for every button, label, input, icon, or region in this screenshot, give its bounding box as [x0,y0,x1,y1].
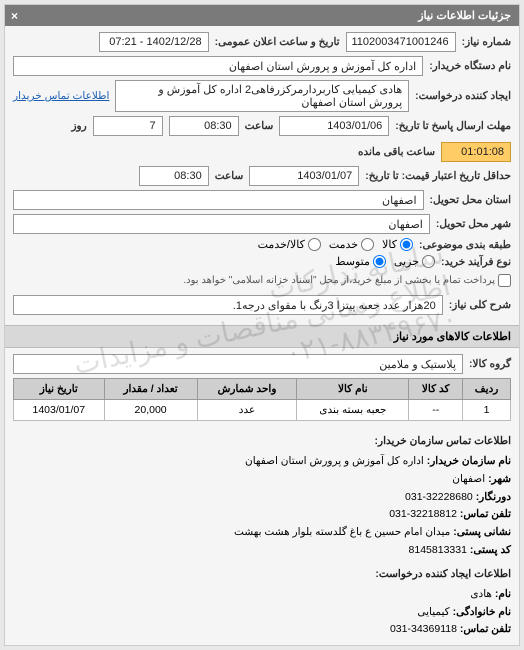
treasury-checkbox[interactable]: پرداخت تمام یا بخشی از مبلغ خرید،از محل … [183,274,511,287]
table-row: 1--جعبه بسته بندیعدد20,0001403/01/07 [14,400,511,421]
buyer-org-field: اداره کل آموزش و پرورش استان اصفهان [13,56,423,76]
purchase-type-label: نوع فرآیند خرید: [441,256,511,268]
need-number-label: شماره نیاز: [462,36,511,48]
postal-code-lbl: کد پستی: [470,544,511,556]
contact-section: اطلاعات تماس سازمان خریدار: نام سازمان خ… [5,427,519,645]
postal-addr-lbl: نشانی پستی: [453,526,511,538]
buyer-org-label: نام دستگاه خریدار: [429,60,511,72]
announce-field: 1402/12/28 - 07:21 [99,32,209,52]
phone-lbl: تلفن تماس: [460,508,511,520]
request-creator-label: ایجاد کننده درخواست: [415,90,511,102]
table-cell: 20,000 [104,400,197,421]
table-header: نام کالا [297,379,409,400]
days-remaining-field: 7 [93,116,163,136]
items-section-title: اطلاعات کالاهای مورد نیاز [5,325,519,348]
radio-goods[interactable]: کالا [382,238,413,251]
day-label: روز [71,120,86,132]
need-desc-field: 20هزار عدد جعبه پیتزا 3رنگ با مقوای درجه… [13,295,443,315]
table-header: تاریخ نیاز [14,379,105,400]
deadline-time-field: 08:30 [169,116,239,136]
treasury-checkbox-input[interactable] [498,274,511,287]
need-desc-label: شرح کلی نیاز: [449,299,511,311]
panel-header: جزئیات اطلاعات نیاز × [5,5,519,26]
phone-val: 32218812-031 [389,508,457,520]
table-cell: -- [409,400,463,421]
time-label-2: ساعت [215,170,244,182]
table-header: کد کالا [409,379,463,400]
postal-code-val: 8145813331 [409,544,467,556]
delivery-city-field: اصفهان [13,214,430,234]
time-remaining-field: 01:01:08 [441,142,511,162]
prefix-lbl: دورنگار: [476,491,511,503]
table-cell: 1403/01/07 [14,400,105,421]
table-header: واحد شمارش [197,379,297,400]
close-icon[interactable]: × [11,9,18,23]
last-name-val: کیمیایی [417,606,449,618]
delivery-province-field: اصفهان [13,190,424,210]
group-field: پلاستیک و ملامین [13,354,463,374]
radio-goods-input[interactable] [400,238,413,251]
radio-medium[interactable]: متوسط [335,255,386,268]
treasury-note: پرداخت تمام یا بخشی از مبلغ خرید،از محل … [183,275,495,286]
org-name-val: اداره کل آموزش و پرورش استان اصفهان [245,455,424,467]
first-name-val: هادی [470,588,492,600]
announce-label: تاریخ و ساعت اعلان عمومی: [215,36,340,48]
radio-medium-input[interactable] [373,255,386,268]
first-name-lbl: نام: [495,588,511,600]
org-name-lbl: نام سازمان خریدار: [427,455,511,467]
delivery-province-label: استان محل تحویل: [430,194,511,206]
last-name-lbl: نام خانوادگی: [453,606,511,618]
table-cell: 1 [463,400,511,421]
radio-goods-service-input[interactable] [308,238,321,251]
time-label-1: ساعت [245,120,274,132]
city-lbl: شهر: [488,473,511,485]
buyer-contact-link[interactable]: اطلاعات تماس خریدار [13,90,109,102]
contact-heading-1: اطلاعات تماس سازمان خریدار: [13,433,511,451]
min-valid-label: حداقل تاریخ اعتبار قیمت: تا تاریخ: [365,170,511,182]
purchase-type-radio-group: جزیی متوسط [335,255,435,268]
items-table: ردیفکد کالانام کالاواحد شمارشتعداد / مقد… [13,378,511,421]
deadline-label: مهلت ارسال پاسخ تا تاریخ: [395,120,511,132]
contact-phone-val: 34369118-031 [390,623,457,635]
prefix-val: 32228680-031 [405,491,473,503]
min-valid-time-field: 08:30 [139,166,209,186]
category-label: طبقه بندی موضوعی: [419,239,511,251]
radio-small[interactable]: جزیی [394,255,435,268]
radio-service-input[interactable] [361,238,374,251]
contact-heading-2: اطلاعات ایجاد کننده درخواست: [13,566,511,584]
contact-phone-lbl: تلفن تماس: [460,623,511,635]
request-creator-field: هادی کیمیایی کاربردارمرکزرفاهی2 اداره کل… [115,80,409,112]
group-label: گروه کالا: [469,358,511,370]
city-val: اصفهان [452,473,485,485]
postal-addr-val: میدان امام حسین ع باغ گلدسته بلوار هشت ب… [234,526,450,538]
table-header: تعداد / مقدار [104,379,197,400]
panel-title: جزئیات اطلاعات نیاز [418,10,511,22]
deadline-date-field: 1403/01/06 [279,116,389,136]
category-radio-group: کالا خدمت کالا/خدمت [258,238,413,251]
radio-service[interactable]: خدمت [329,238,374,251]
table-cell: جعبه بسته بندی [297,400,409,421]
radio-goods-service[interactable]: کالا/خدمت [258,238,321,251]
min-valid-date-field: 1403/01/07 [249,166,359,186]
table-header: ردیف [463,379,511,400]
delivery-city-label: شهر محل تحویل: [436,218,511,230]
time-remaining-label: ساعت باقی مانده [358,146,435,158]
need-number-field: 1102003471001246 [346,32,456,52]
table-cell: عدد [197,400,297,421]
radio-small-input[interactable] [422,255,435,268]
